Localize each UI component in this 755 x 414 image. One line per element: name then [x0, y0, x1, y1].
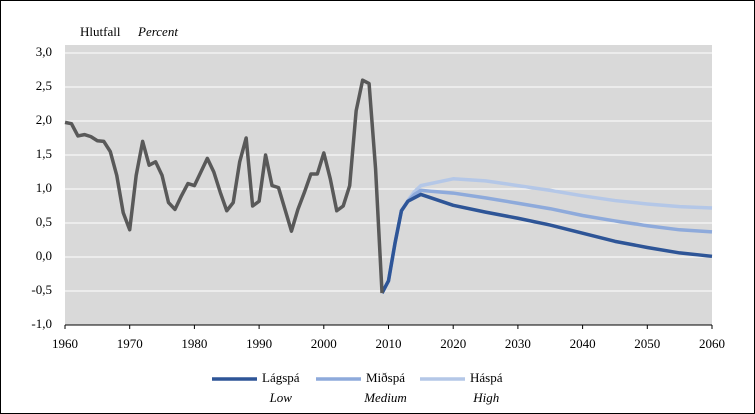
y-tick-label: 2,5 [36, 78, 52, 93]
y-tick-label: -0,5 [31, 282, 52, 297]
x-tick-label: 2050 [634, 336, 660, 351]
y-axis-label: Hlutfall [80, 24, 121, 39]
y-tick-label: 1,5 [36, 146, 52, 161]
y-tick-label: 1,0 [36, 180, 52, 195]
x-tick-label: 1980 [181, 336, 207, 351]
x-tick-label: 2030 [505, 336, 531, 351]
x-tick-label: 2060 [699, 336, 725, 351]
x-tick-label: 2020 [440, 336, 466, 351]
y-tick-label: -1,0 [31, 316, 52, 331]
y-axis-label-en: Percent [137, 24, 178, 39]
series-line [380, 192, 713, 294]
legend-label-en: Low [269, 390, 293, 405]
y-tick-label: 0,0 [36, 248, 52, 263]
y-tick-label: 2,0 [36, 112, 52, 127]
y-tick-label: 0,5 [36, 214, 52, 229]
legend-label: Lágspá [262, 370, 300, 385]
x-tick-label: 1990 [246, 336, 272, 351]
x-tick-label: 2000 [311, 336, 337, 351]
y-tick-label: 3,0 [36, 44, 52, 59]
x-tick-label: 2010 [376, 336, 402, 351]
x-tick-label: 1970 [117, 336, 143, 351]
legend-label: Miðspá [366, 370, 405, 385]
legend-label: Háspá [470, 370, 503, 385]
series-line [64, 78, 384, 294]
x-tick-label: 1960 [52, 336, 78, 351]
legend-label-en: Medium [363, 390, 407, 405]
legend-label-en: High [472, 390, 499, 405]
x-tick-label: 2040 [570, 336, 596, 351]
